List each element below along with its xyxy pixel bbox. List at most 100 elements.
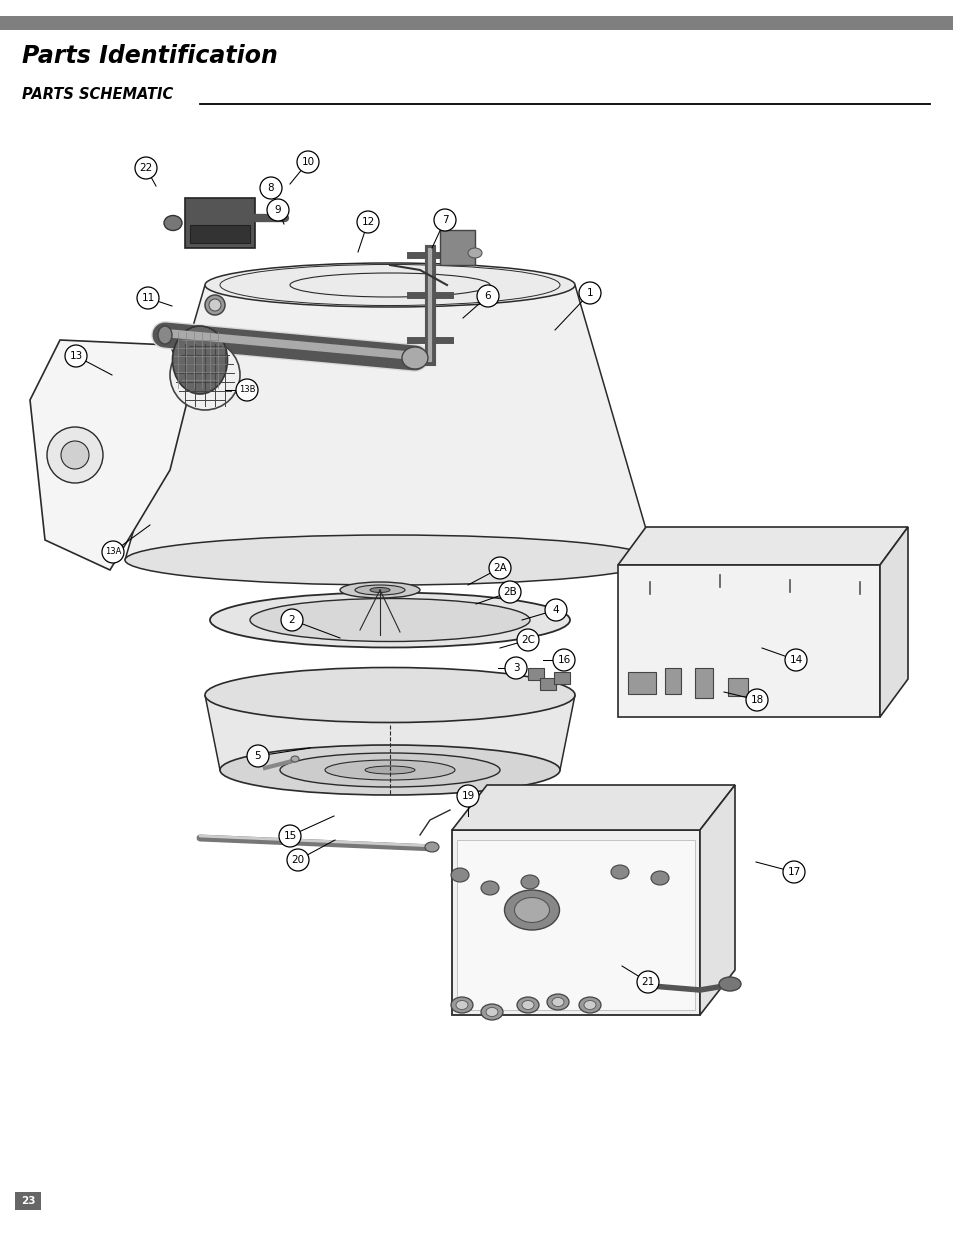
Text: 7: 7: [441, 215, 448, 225]
Circle shape: [434, 209, 456, 231]
Circle shape: [102, 541, 124, 563]
Ellipse shape: [158, 326, 172, 345]
Polygon shape: [618, 527, 907, 564]
Polygon shape: [700, 785, 734, 1015]
Text: 15: 15: [283, 831, 296, 841]
Circle shape: [47, 427, 103, 483]
Circle shape: [553, 650, 575, 671]
Text: 3: 3: [512, 663, 518, 673]
Text: 1: 1: [586, 288, 593, 298]
Ellipse shape: [546, 994, 568, 1010]
Text: 5: 5: [254, 751, 261, 761]
Ellipse shape: [451, 997, 473, 1013]
Ellipse shape: [220, 745, 559, 795]
Polygon shape: [125, 285, 655, 559]
Ellipse shape: [456, 1000, 468, 1009]
Ellipse shape: [578, 997, 600, 1013]
Text: 18: 18: [750, 695, 762, 705]
Text: 9: 9: [274, 205, 281, 215]
Bar: [452, 830, 700, 1015]
Text: 2B: 2B: [502, 587, 517, 597]
Ellipse shape: [521, 1000, 534, 1009]
Polygon shape: [879, 527, 907, 718]
Ellipse shape: [339, 582, 419, 598]
Ellipse shape: [610, 864, 628, 879]
Ellipse shape: [291, 756, 298, 762]
Ellipse shape: [583, 1000, 596, 1009]
Circle shape: [61, 441, 89, 469]
Circle shape: [137, 287, 159, 309]
Circle shape: [489, 557, 511, 579]
Bar: [190, 225, 250, 243]
Text: 13: 13: [70, 351, 83, 361]
Bar: [456, 840, 695, 1010]
Circle shape: [278, 825, 301, 847]
Ellipse shape: [719, 977, 740, 990]
Text: 4: 4: [552, 605, 558, 615]
Ellipse shape: [552, 998, 563, 1007]
Bar: [439, 230, 475, 266]
Bar: [527, 668, 543, 680]
Ellipse shape: [520, 876, 538, 889]
Ellipse shape: [210, 593, 569, 647]
Bar: [185, 198, 254, 248]
Text: 23: 23: [21, 1195, 35, 1207]
Ellipse shape: [280, 753, 499, 787]
Text: 13A: 13A: [105, 547, 121, 557]
Bar: [618, 564, 879, 718]
Ellipse shape: [650, 871, 668, 885]
Circle shape: [544, 599, 566, 621]
Bar: [727, 678, 747, 697]
Text: 20: 20: [291, 855, 304, 864]
Bar: [695, 668, 712, 698]
Circle shape: [745, 689, 767, 711]
Ellipse shape: [365, 766, 415, 774]
Ellipse shape: [424, 842, 438, 852]
Bar: [15, 1192, 41, 1210]
Ellipse shape: [209, 299, 221, 311]
Bar: [664, 668, 680, 694]
Circle shape: [247, 745, 269, 767]
Polygon shape: [205, 695, 575, 769]
Text: 21: 21: [640, 977, 654, 987]
Circle shape: [498, 580, 520, 603]
Text: 8: 8: [268, 183, 274, 193]
Ellipse shape: [205, 667, 575, 722]
Text: 10: 10: [301, 157, 314, 167]
Ellipse shape: [355, 585, 405, 595]
Ellipse shape: [164, 215, 182, 231]
Bar: [0, 16, 953, 30]
Circle shape: [504, 657, 526, 679]
Text: 19: 19: [461, 790, 475, 802]
Circle shape: [296, 151, 318, 173]
Ellipse shape: [504, 890, 558, 930]
Ellipse shape: [370, 588, 390, 593]
Ellipse shape: [480, 881, 498, 895]
Text: 12: 12: [361, 217, 375, 227]
Circle shape: [517, 629, 538, 651]
Circle shape: [782, 861, 804, 883]
Ellipse shape: [170, 340, 240, 410]
Ellipse shape: [451, 868, 469, 882]
Ellipse shape: [250, 599, 530, 641]
Circle shape: [456, 785, 478, 806]
Text: 6: 6: [484, 291, 491, 301]
Circle shape: [356, 211, 378, 233]
Polygon shape: [30, 340, 190, 571]
Circle shape: [267, 199, 289, 221]
Circle shape: [65, 345, 87, 367]
Circle shape: [578, 282, 600, 304]
Text: 14: 14: [788, 655, 801, 664]
Circle shape: [637, 971, 659, 993]
Ellipse shape: [205, 295, 225, 315]
Bar: [627, 672, 656, 694]
Bar: [554, 672, 569, 684]
Text: Parts Identification: Parts Identification: [22, 44, 277, 68]
Text: 13B: 13B: [238, 385, 255, 394]
Text: 2: 2: [289, 615, 295, 625]
Ellipse shape: [480, 1004, 502, 1020]
Polygon shape: [452, 785, 734, 830]
Ellipse shape: [205, 263, 575, 308]
Circle shape: [287, 848, 309, 871]
Circle shape: [281, 609, 303, 631]
